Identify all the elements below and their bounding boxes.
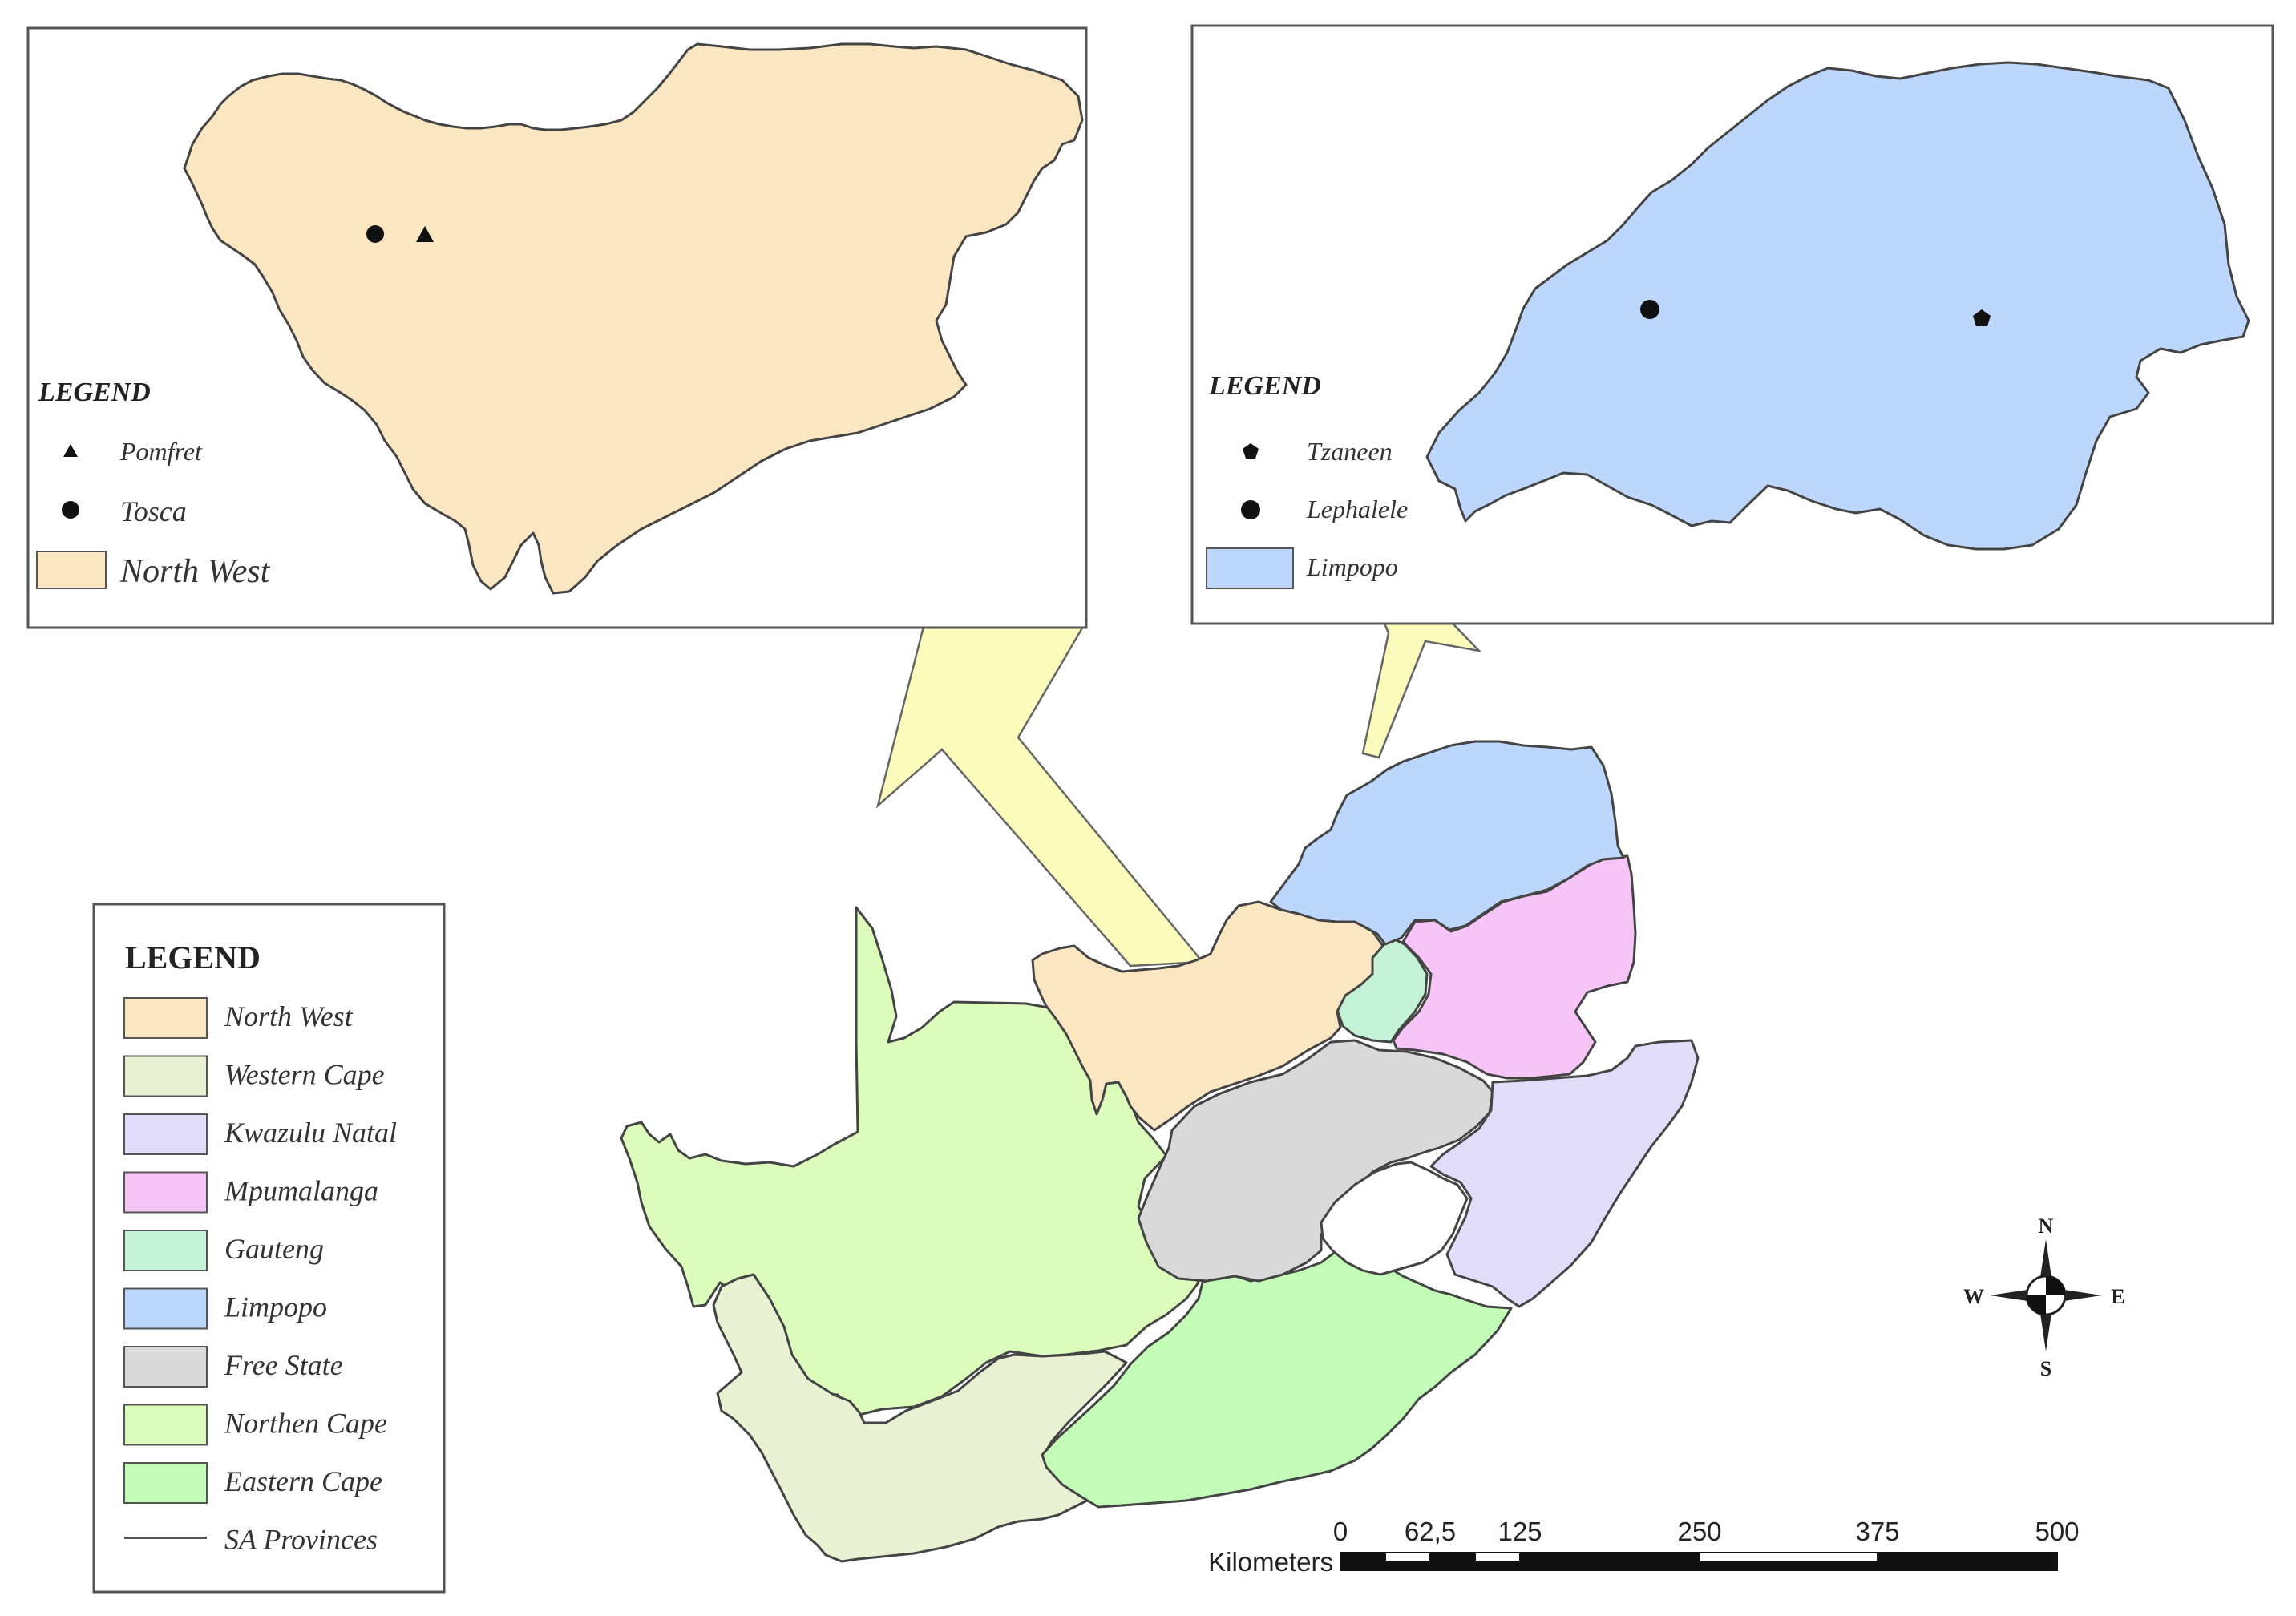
tzaneen-legend-icon	[1243, 443, 1259, 459]
inset-north-west-legend-title: LEGEND	[38, 378, 151, 407]
legend-label-mpumalanga: Mpumalanga	[224, 1175, 378, 1207]
callout-arrow-limpopo	[1361, 604, 1482, 759]
inset-limpopo-legend: LEGEND Tzaneen Lephalele Limpopo	[1206, 371, 1408, 589]
legend-label-northen-cape: Northen Cape	[224, 1408, 387, 1440]
legend-swatch-mpumalanga	[123, 1171, 208, 1214]
legend-label-eastern-cape: Eastern Cape	[224, 1465, 382, 1497]
main-legend: LEGEND North West Western Cape Kwazulu Nat…	[92, 903, 446, 1594]
tzaneen-marker	[1973, 309, 1991, 326]
inset-limpopo: LEGEND Tzaneen Lephalele Limpopo	[1190, 24, 2274, 625]
province-free-state	[1137, 1039, 1494, 1283]
scale-tick-labels: 0 62,5 125 250 375 500	[1333, 1517, 2080, 1546]
tosca-legend-label: Tosca	[120, 495, 187, 527]
legend-swatch-eastern-cape	[123, 1462, 208, 1504]
north-west-legend-swatch	[36, 551, 107, 589]
lesotho	[1320, 1161, 1469, 1276]
tosca-marker	[366, 225, 384, 243]
tosca-legend-icon	[62, 501, 79, 519]
inset-north-west: LEGEND Pomfret Tosca North West	[26, 26, 1088, 629]
main-legend-title: LEGEND	[125, 939, 261, 976]
scale-tick-label: 250	[1677, 1517, 1721, 1546]
callout-arrow-north-west	[875, 616, 1205, 968]
limpopo-legend-label: Limpopo	[1306, 552, 1398, 581]
legend-swatch-northen-cape	[123, 1404, 208, 1446]
scale-tick-label: 375	[1855, 1517, 1899, 1546]
legend-swatch-north-west	[123, 997, 208, 1039]
legend-swatch-western-cape	[123, 1055, 208, 1097]
legend-swatch-limpopo	[123, 1287, 208, 1330]
scale-tick-label: 500	[2035, 1517, 2079, 1546]
legend-label-limpopo: Limpopo	[224, 1291, 327, 1323]
legend-label-sa-provinces: SA Provinces	[224, 1524, 378, 1556]
north-west-legend-label: North West	[119, 553, 271, 590]
legend-label-north-west: North West	[224, 1000, 354, 1032]
province-north-west	[1031, 900, 1384, 1132]
lephalele-legend-label: Lephalele	[1306, 495, 1408, 523]
scale-bar: Kilometers 0 62,5 125 250 375 500	[1208, 1517, 2079, 1577]
inset-north-west-legend: LEGEND Pomfret Tosca North West	[36, 378, 271, 590]
compass-e-label: E	[2111, 1285, 2124, 1308]
lephalele-marker	[1640, 300, 1659, 319]
legend-label-gauteng: Gauteng	[224, 1233, 324, 1265]
compass-w-label: W	[1963, 1285, 1984, 1308]
compass-n-label: N	[2039, 1214, 2054, 1238]
inset-north-west-markers	[366, 225, 434, 243]
inset-north-west-province	[183, 42, 1084, 595]
callout-arrows	[875, 604, 1482, 968]
province-kwazulu-natal	[1429, 1039, 1700, 1308]
legend-swatch-gauteng	[123, 1230, 208, 1271]
province-western-cape	[712, 1273, 1128, 1563]
south-africa-map	[620, 740, 1700, 1563]
main-legend-items: North West Western Cape Kwazulu Natal Mpuma…	[123, 997, 397, 1556]
scale-tick-label: 125	[1498, 1517, 1542, 1546]
pomfret-marker	[416, 226, 434, 242]
legend-label-kwazulu-natal: Kwazulu Natal	[224, 1117, 397, 1149]
inset-limpopo-markers	[1640, 300, 1991, 326]
legend-label-western-cape: Western Cape	[224, 1059, 385, 1091]
province-limpopo	[1269, 740, 1625, 946]
pomfret-legend-label: Pomfret	[119, 437, 203, 466]
legend-swatch-free-state	[123, 1346, 208, 1388]
compass-rose: N S E W	[1963, 1214, 2125, 1380]
legend-swatch-kwazulu-natal	[123, 1113, 208, 1155]
legend-label-free-state: Free State	[224, 1349, 343, 1381]
scale-tick-label: 62,5	[1405, 1517, 1456, 1546]
lephalele-legend-icon	[1241, 500, 1260, 519]
compass-s-label: S	[2040, 1357, 2051, 1380]
inset-limpopo-province	[1425, 61, 2250, 551]
scale-unit-label: Kilometers	[1208, 1547, 1333, 1577]
inset-limpopo-legend-title: LEGEND	[1208, 371, 1321, 401]
tzaneen-legend-label: Tzaneen	[1307, 437, 1393, 466]
scale-tick-label: 0	[1333, 1517, 1348, 1546]
pomfret-legend-icon	[63, 444, 78, 457]
limpopo-legend-swatch	[1206, 547, 1294, 589]
